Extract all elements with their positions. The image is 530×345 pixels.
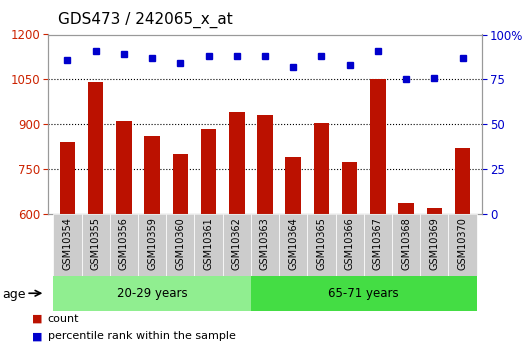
Bar — [399, 204, 414, 345]
Bar — [370, 79, 386, 345]
Bar — [60, 142, 75, 345]
Text: GDS473 / 242065_x_at: GDS473 / 242065_x_at — [58, 11, 233, 28]
Bar — [223, 214, 251, 276]
Bar — [342, 161, 357, 345]
Text: GSM10360: GSM10360 — [175, 217, 186, 270]
Bar — [173, 154, 188, 345]
Text: GSM10370: GSM10370 — [457, 217, 467, 270]
Bar — [427, 208, 442, 345]
Text: GSM10363: GSM10363 — [260, 217, 270, 270]
Bar — [286, 157, 301, 345]
Text: ■: ■ — [32, 332, 42, 341]
Bar — [307, 214, 335, 276]
Bar — [229, 112, 244, 345]
Bar — [335, 214, 364, 276]
Text: GSM10369: GSM10369 — [429, 217, 439, 270]
Bar — [82, 214, 110, 276]
Text: 65-71 years: 65-71 years — [329, 287, 399, 300]
Bar — [392, 214, 420, 276]
Text: GSM10361: GSM10361 — [204, 217, 214, 270]
Text: GSM10359: GSM10359 — [147, 217, 157, 270]
Bar — [166, 214, 195, 276]
Text: percentile rank within the sample: percentile rank within the sample — [48, 332, 235, 341]
Text: GSM10366: GSM10366 — [344, 217, 355, 270]
Text: GSM10355: GSM10355 — [91, 217, 101, 270]
Bar — [110, 214, 138, 276]
Text: GSM10367: GSM10367 — [373, 217, 383, 270]
Bar — [195, 214, 223, 276]
Bar — [138, 214, 166, 276]
Text: GSM10362: GSM10362 — [232, 217, 242, 270]
Bar — [257, 115, 273, 345]
Bar — [420, 214, 448, 276]
Bar — [201, 129, 216, 345]
Bar — [314, 123, 329, 345]
Text: GSM10365: GSM10365 — [316, 217, 326, 270]
Bar — [144, 136, 160, 345]
Text: ■: ■ — [32, 314, 42, 324]
Text: 20-29 years: 20-29 years — [117, 287, 188, 300]
Text: count: count — [48, 314, 79, 324]
Bar — [116, 121, 131, 345]
Bar — [448, 214, 476, 276]
Bar — [88, 82, 103, 345]
Bar — [54, 276, 251, 310]
Bar — [251, 214, 279, 276]
Bar — [364, 214, 392, 276]
Bar — [251, 276, 476, 310]
Bar — [455, 148, 470, 345]
Text: GSM10356: GSM10356 — [119, 217, 129, 270]
Text: age: age — [3, 288, 26, 302]
Text: GSM10354: GSM10354 — [63, 217, 73, 270]
Text: GSM10364: GSM10364 — [288, 217, 298, 270]
Bar — [279, 214, 307, 276]
Bar — [54, 214, 82, 276]
Text: GSM10368: GSM10368 — [401, 217, 411, 270]
